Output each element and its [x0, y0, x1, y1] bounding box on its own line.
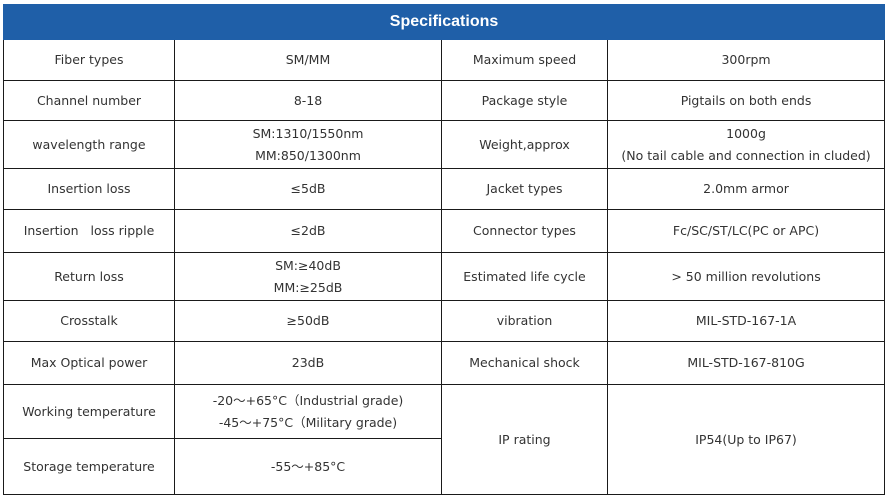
- spec-value-line: -45～+75°C（Military grade): [218, 414, 398, 430]
- spec-value-line: -20～+65°C（Industrial grade): [212, 392, 404, 408]
- spec-value: > 50 million revolutions: [606, 252, 886, 301]
- spec-value: IP54(Up to IP67): [606, 384, 886, 495]
- spec-label: Working temperature: [3, 384, 175, 439]
- spec-label: wavelength range: [3, 120, 175, 169]
- table-row: Return loss SM:≥40dB MM:≥25dB Estimated …: [3, 252, 886, 301]
- spec-label: Mechanical shock: [441, 341, 608, 385]
- spec-value: 300rpm: [606, 39, 886, 81]
- spec-value: ≥50dB: [174, 300, 442, 342]
- spec-value: 8-18: [174, 80, 442, 121]
- spec-value: 2.0mm armor: [606, 168, 886, 210]
- spec-label: Package style: [441, 80, 608, 121]
- spec-value-line: (No tail cable and connection in cluded): [621, 147, 871, 163]
- spec-label: Max Optical power: [3, 341, 175, 385]
- spec-value: MIL-STD-167-1A: [606, 300, 886, 342]
- spec-value: Fc/SC/ST/LC(PC or APC): [606, 209, 886, 253]
- spec-value-line: SM:1310/1550nm: [252, 125, 364, 141]
- spec-value-line: MM:850/1300nm: [255, 147, 361, 163]
- table-row: Insertion loss ≤5dB Jacket types 2.0mm a…: [3, 168, 886, 210]
- spec-label: Estimated life cycle: [441, 252, 608, 301]
- spec-value: ≤2dB: [174, 209, 442, 253]
- spec-value: 1000g (No tail cable and connection in c…: [606, 120, 886, 169]
- spec-value: SM:≥40dB MM:≥25dB: [174, 252, 442, 301]
- spec-label: Connector types: [441, 209, 608, 253]
- table-title: Specifications: [2, 4, 886, 40]
- spec-value: -20～+65°C（Industrial grade) -45～+75°C（Mi…: [174, 384, 442, 439]
- spec-label: Fiber types: [3, 39, 175, 81]
- table-row: wavelength range SM:1310/1550nm MM:850/1…: [3, 120, 886, 169]
- spec-label: vibration: [441, 300, 608, 342]
- table-row: Fiber types SM/MM Maximum speed 300rpm: [3, 39, 886, 81]
- spec-label: Crosstalk: [3, 300, 175, 342]
- spec-value: MIL-STD-167-810G: [606, 341, 886, 385]
- spec-label: Insertion loss ripple: [3, 209, 175, 253]
- spec-value-line: SM:≥40dB: [275, 257, 341, 273]
- spec-label: Storage temperature: [3, 438, 175, 495]
- table-row: Insertion loss ripple ≤2dB Connector typ…: [3, 209, 886, 253]
- spec-label: Weight,approx: [441, 120, 608, 169]
- spec-label: IP rating: [441, 384, 608, 495]
- spec-value: ≤5dB: [174, 168, 442, 210]
- table-row: Working temperature -20～+65°C（Industrial…: [3, 384, 886, 495]
- spec-label: Return loss: [3, 252, 175, 301]
- specifications-table: Specifications Fiber types SM/MM Maximum…: [2, 4, 886, 495]
- table-row: Channel number 8-18 Package style Pigtai…: [3, 80, 886, 121]
- table-row: Max Optical power 23dB Mechanical shock …: [3, 341, 886, 385]
- spec-value: 23dB: [174, 341, 442, 385]
- spec-value: -55～+85°C: [174, 438, 442, 495]
- spec-label: Insertion loss: [3, 168, 175, 210]
- spec-value: Pigtails on both ends: [606, 80, 886, 121]
- spec-value-line: 1000g: [726, 125, 766, 141]
- title-row: Specifications: [2, 4, 886, 40]
- spec-label: Maximum speed: [441, 39, 608, 81]
- spec-value: SM:1310/1550nm MM:850/1300nm: [174, 120, 442, 169]
- spec-label: Channel number: [3, 80, 175, 121]
- spec-value: SM/MM: [174, 39, 442, 81]
- spec-value-line: MM:≥25dB: [273, 279, 343, 295]
- spec-label: Jacket types: [441, 168, 608, 210]
- table-row: Crosstalk ≥50dB vibration MIL-STD-167-1A: [3, 300, 886, 342]
- table-row: Storage temperature -55～+85°C: [3, 438, 885, 495]
